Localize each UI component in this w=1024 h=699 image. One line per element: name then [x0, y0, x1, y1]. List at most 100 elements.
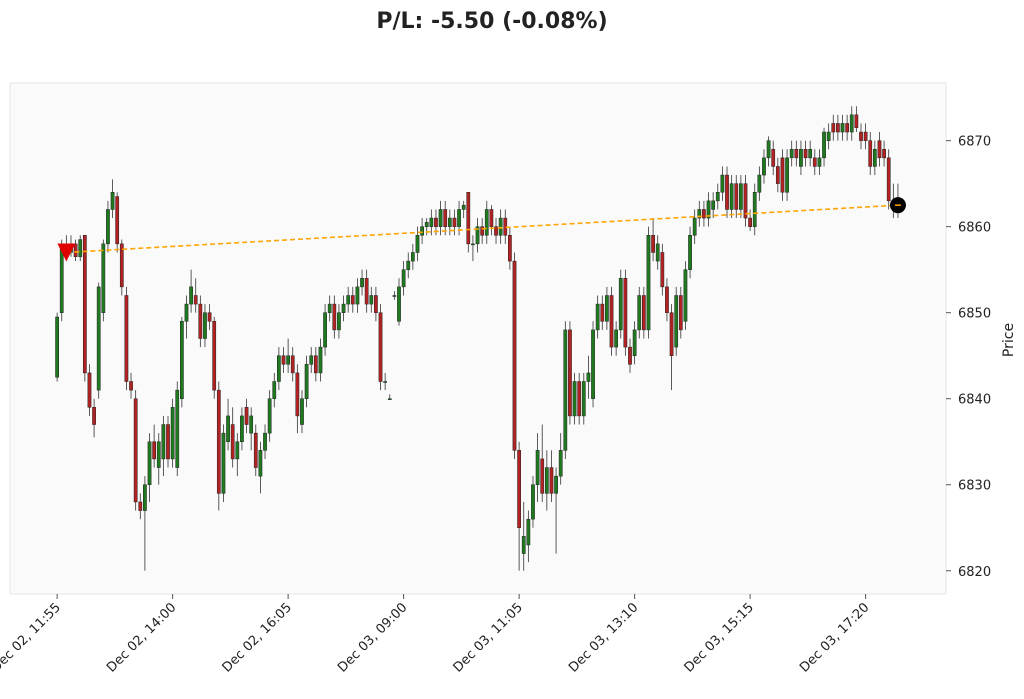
candle-body	[632, 329, 637, 356]
candle-body	[277, 355, 281, 382]
candle-body	[494, 226, 498, 236]
candle-body	[290, 355, 295, 374]
candle-body	[156, 441, 161, 468]
candle-body	[605, 295, 609, 322]
candle-body	[475, 226, 480, 245]
candle-body	[831, 123, 836, 133]
candle-body	[401, 269, 406, 288]
candle-body	[517, 450, 521, 529]
candle-body	[808, 148, 813, 159]
candle-body	[748, 217, 752, 227]
candle-body	[364, 278, 369, 305]
candle-body	[544, 467, 549, 494]
candle-body	[498, 217, 503, 236]
y-tick-label: 6870	[958, 135, 991, 150]
candle-body	[826, 131, 831, 141]
candle-body	[300, 398, 304, 425]
x-tick-label: Dec 02, 16:05	[220, 600, 295, 675]
candle-body	[438, 209, 443, 227]
candle-body	[549, 467, 554, 494]
candle-body	[558, 450, 563, 477]
candle-body	[849, 114, 854, 133]
candle-body	[203, 312, 207, 339]
candle-body	[96, 286, 101, 391]
candle-body	[651, 235, 655, 253]
candle-body	[420, 226, 424, 236]
candle-body	[309, 355, 314, 365]
candle-body	[110, 192, 115, 210]
candle-body	[692, 217, 697, 236]
candle-body	[346, 295, 351, 305]
candle-body	[637, 295, 642, 331]
candle-body	[711, 200, 716, 210]
candle-body	[508, 235, 512, 262]
candle-body	[595, 303, 600, 331]
candle-body	[82, 235, 87, 374]
candle-body	[771, 148, 776, 167]
candle-body	[216, 389, 221, 494]
x-tick-label: Dec 03, 15:15	[682, 600, 757, 675]
candle-body	[406, 260, 411, 270]
chart-title: P/L: -5.50 (-0.08%)	[376, 9, 607, 34]
candle-body	[623, 278, 628, 348]
candle-body	[803, 148, 808, 159]
candle-body	[383, 381, 388, 383]
candle-body	[457, 209, 461, 227]
candle-body	[822, 131, 826, 159]
candle-body	[133, 398, 138, 503]
candle-body	[739, 183, 743, 210]
candle-body	[87, 372, 92, 408]
candle-body	[129, 381, 133, 391]
candle-body	[170, 407, 175, 460]
candle-body	[882, 148, 886, 159]
candle-body	[240, 415, 244, 442]
candle-body	[586, 372, 591, 382]
candle-body	[480, 226, 485, 236]
candle-body	[355, 286, 360, 305]
candle-body	[175, 389, 180, 468]
candle-body	[313, 355, 318, 374]
candle-body	[249, 415, 254, 434]
candle-body	[161, 424, 166, 460]
candle-body	[143, 484, 147, 511]
candle-body	[762, 157, 766, 176]
candle-body	[327, 303, 332, 313]
candle-body	[780, 157, 785, 193]
x-tick-label: Dec 03, 09:00	[335, 600, 410, 675]
candle-body	[286, 355, 290, 365]
candle-body	[836, 123, 840, 133]
candle-body	[461, 204, 466, 210]
candle-body	[263, 432, 267, 451]
candle-body	[715, 192, 720, 202]
candle-body	[785, 157, 789, 193]
candle-body	[591, 329, 595, 399]
candle-body	[863, 131, 868, 141]
candle-body	[568, 329, 572, 417]
candle-body	[646, 235, 651, 331]
candle-body	[752, 192, 757, 227]
candle-body	[179, 321, 184, 399]
candle-body	[397, 286, 401, 322]
candle-body	[447, 217, 452, 227]
candle-body	[775, 166, 780, 184]
candle-body	[600, 303, 605, 322]
candle-body	[683, 269, 688, 322]
candle-body	[193, 295, 198, 305]
candle-body	[854, 114, 859, 128]
candle-body	[577, 381, 582, 417]
candle-body	[235, 441, 240, 460]
x-tick-label: Dec 03, 11:05	[451, 600, 526, 675]
candle-body	[337, 312, 341, 331]
x-tick-label: Dec 03, 17:20	[797, 600, 872, 675]
candle-body	[198, 303, 203, 339]
candle-body	[304, 364, 309, 399]
y-tick-label: 6860	[958, 221, 991, 236]
candle-body	[618, 278, 623, 331]
candle-body	[452, 217, 457, 227]
candle-body	[665, 286, 669, 313]
candle-body	[253, 432, 258, 468]
candle-body	[341, 303, 346, 313]
candle-body	[641, 295, 646, 331]
y-tick-label: 6840	[958, 393, 991, 408]
